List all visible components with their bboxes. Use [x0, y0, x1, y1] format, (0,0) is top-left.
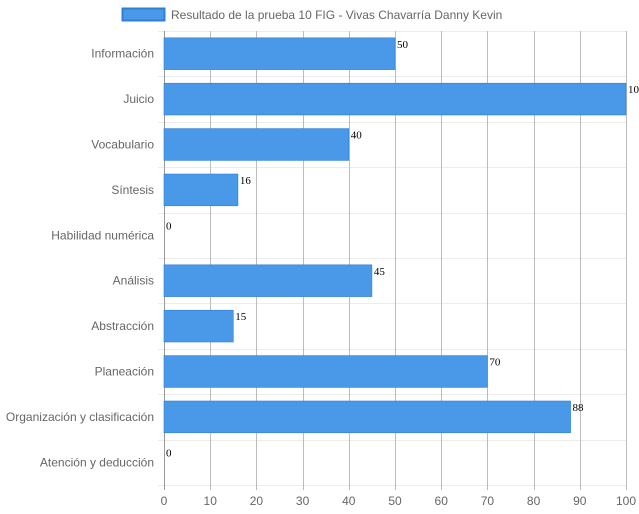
legend-swatch [121, 7, 166, 22]
x-tick-label: 80 [527, 494, 541, 508]
x-tick-label: 40 [342, 494, 356, 508]
category-label: Información [91, 47, 154, 61]
x-tick-label: 70 [481, 494, 495, 508]
data-label: 15 [235, 311, 247, 323]
category-label: Juicio [123, 92, 154, 106]
bars [163, 37, 627, 434]
bar[interactable] [163, 82, 627, 116]
category-label: Abstracción [91, 319, 154, 333]
data-label: 0 [166, 447, 172, 459]
category-label: Habilidad numérica [51, 228, 154, 242]
x-tick-label: 90 [573, 494, 587, 508]
bar[interactable] [163, 400, 571, 434]
bar[interactable] [163, 309, 234, 343]
x-tick-label: 100 [616, 494, 636, 508]
x-tick-label: 30 [296, 494, 310, 508]
x-tick-label: 60 [435, 494, 449, 508]
bar[interactable] [163, 355, 488, 388]
legend[interactable]: Resultado de la prueba 10 FIG - Vivas Ch… [121, 7, 503, 22]
category-label: Síntesis [111, 183, 154, 197]
category-label: Planeación [95, 365, 154, 379]
category-label: Vocabulario [91, 138, 154, 152]
data-label: 0 [166, 220, 172, 232]
x-tick-label: 10 [204, 494, 218, 508]
category-label: Análisis [113, 274, 154, 288]
x-tick-label: 50 [388, 494, 402, 508]
data-label: 45 [374, 266, 386, 278]
data-label: 40 [351, 130, 363, 142]
bar[interactable] [163, 128, 350, 161]
x-tick-label: 20 [250, 494, 264, 508]
category-label: Organización y clasificación [6, 410, 154, 424]
bar[interactable] [163, 173, 239, 207]
x-tick-label: 0 [161, 494, 168, 508]
legend-label: Resultado de la prueba 10 FIG - Vivas Ch… [171, 8, 502, 22]
data-label: 88 [573, 402, 585, 414]
category-labels: Información Juicio Vocabulario Síntesis Habi… [6, 47, 154, 470]
data-label: 50 [397, 39, 409, 51]
data-labels: 50 100 40 16 0 45 15 70 88 0 [166, 39, 639, 460]
data-label: 70 [489, 357, 501, 369]
data-label: 100 [628, 84, 639, 96]
category-label: Atención y deducción [40, 455, 154, 469]
x-axis-tick-labels: 0 10 20 30 40 50 60 70 80 90 100 [161, 494, 637, 508]
bar[interactable] [163, 264, 373, 297]
data-label: 16 [240, 175, 252, 187]
bar[interactable] [163, 37, 396, 70]
